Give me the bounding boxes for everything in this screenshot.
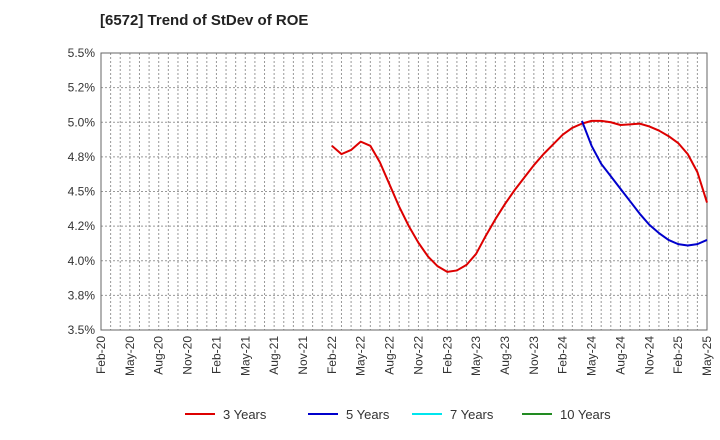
- x-tick-label: May-25: [700, 336, 714, 376]
- x-tick-label: Feb-24: [556, 336, 570, 374]
- chart-title: [6572] Trend of StDev of ROE: [100, 12, 309, 29]
- y-tick-label: 5.5%: [68, 46, 96, 60]
- x-tick-label: Aug-22: [383, 336, 397, 375]
- x-tick-label: Feb-20: [94, 336, 108, 374]
- x-axis-tick-labels: Feb-20 May-20 Aug-20 Nov-20 Feb-21 May-21 Aug-…: [94, 336, 714, 376]
- plot-area-background: [101, 53, 707, 330]
- x-tick-label: Aug-23: [498, 336, 512, 375]
- y-tick-label: 4.5%: [68, 185, 96, 199]
- x-tick-label: May-23: [469, 336, 483, 376]
- x-tick-label: Nov-20: [181, 336, 195, 375]
- x-tick-label: Feb-23: [440, 336, 454, 374]
- y-tick-label: 4.2%: [68, 219, 96, 233]
- x-tick-label: Feb-25: [671, 336, 685, 374]
- legend-label-1: 3 Years: [223, 407, 267, 422]
- x-tick-label: Aug-20: [152, 336, 166, 375]
- x-tick-label: Aug-21: [267, 336, 281, 375]
- plot-area-border: [100, 52, 708, 331]
- legend-label-4: 10 Years: [560, 407, 611, 422]
- y-tick-label: 4.8%: [68, 150, 96, 164]
- y-tick-label: 3.8%: [68, 288, 96, 302]
- y-tick-label: 5.2%: [68, 81, 96, 95]
- y-tick-label: 5.0%: [68, 115, 96, 129]
- series-layer: [331, 119, 708, 273]
- x-tick-label: May-22: [354, 336, 368, 376]
- y-tick-label: 4.0%: [68, 254, 96, 268]
- x-tick-label: Nov-24: [642, 336, 656, 375]
- legend-label-3: 7 Years: [450, 407, 494, 422]
- y-axis-tick-labels: 3.5% 3.8% 4.0% 4.2% 4.5% 4.8% 5.0% 5.2% 5.5%: [68, 46, 96, 337]
- x-tick-label: Aug-24: [613, 336, 627, 375]
- series-line-1: [331, 119, 708, 273]
- legend-label-2: 5 Years: [346, 407, 390, 422]
- x-tick-label: Feb-21: [209, 336, 223, 374]
- x-tick-label: May-21: [238, 336, 252, 376]
- x-tick-label: Nov-21: [296, 336, 310, 375]
- x-tick-label: May-24: [585, 336, 599, 376]
- x-tick-label: May-20: [123, 336, 137, 376]
- x-tick-label: Feb-22: [325, 336, 339, 374]
- x-tick-label: Nov-23: [527, 336, 541, 375]
- x-tick-label: Nov-22: [411, 336, 425, 375]
- legend: 3 Years 5 Years 7 Years 10 Years: [185, 407, 611, 422]
- y-tick-label: 3.5%: [68, 323, 96, 337]
- series-line-2: [581, 120, 708, 247]
